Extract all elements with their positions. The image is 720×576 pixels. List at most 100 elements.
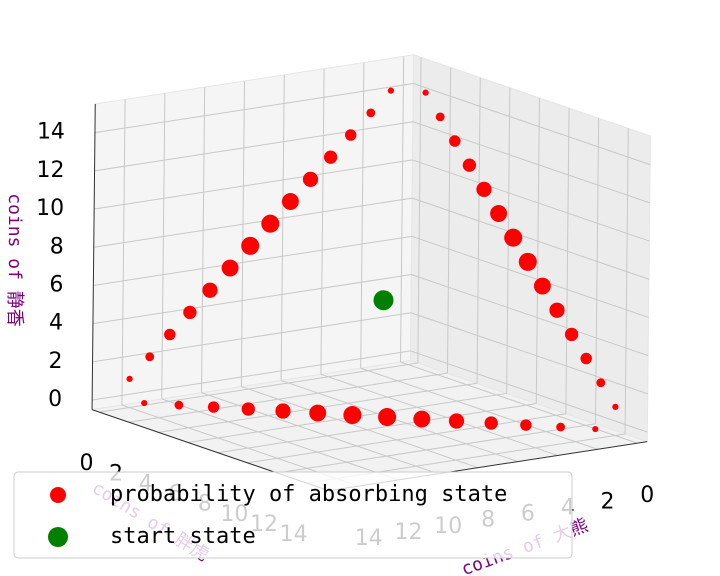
grid-line bbox=[161, 93, 166, 399]
grid-line bbox=[410, 350, 648, 433]
axis-line bbox=[91, 103, 96, 410]
z-tick-label: 6 bbox=[49, 272, 63, 297]
z-tick-label: 12 bbox=[37, 158, 65, 183]
grid-line bbox=[99, 362, 418, 413]
grid-line bbox=[92, 274, 412, 325]
point bbox=[580, 352, 592, 365]
grid-line bbox=[276, 423, 596, 474]
grid-line bbox=[94, 83, 414, 134]
grid-line bbox=[413, 83, 651, 166]
z-tick-label: 10 bbox=[36, 196, 64, 221]
grid-line bbox=[128, 372, 448, 423]
point bbox=[564, 327, 579, 342]
grid-line bbox=[360, 367, 598, 450]
grid-line bbox=[624, 128, 629, 435]
grid-line bbox=[201, 87, 206, 393]
point bbox=[612, 403, 619, 410]
grid-line bbox=[400, 56, 405, 363]
legend-marker bbox=[48, 527, 68, 547]
grid-line bbox=[247, 413, 566, 464]
grid-line bbox=[280, 379, 519, 463]
grid-line bbox=[93, 197, 413, 248]
legend-label: start state bbox=[110, 524, 256, 549]
point bbox=[174, 400, 184, 410]
point bbox=[533, 277, 551, 295]
legend-marker bbox=[50, 487, 66, 503]
z-tick-label: 2 bbox=[49, 349, 63, 374]
point bbox=[387, 87, 395, 94]
z-axis-label: coins of 静香 bbox=[4, 193, 25, 327]
point bbox=[221, 259, 239, 277]
point bbox=[207, 401, 220, 413]
grid-line bbox=[240, 80, 245, 387]
point bbox=[241, 402, 255, 416]
point bbox=[202, 282, 218, 298]
grid-line bbox=[476, 77, 481, 384]
grid-line bbox=[94, 121, 414, 172]
y-tick-label: 0 bbox=[79, 451, 93, 476]
grid-line bbox=[411, 197, 650, 280]
legend-box bbox=[13, 471, 573, 559]
point bbox=[343, 406, 362, 425]
point bbox=[462, 158, 477, 172]
legend: probability of absorbing state start sta… bbox=[13, 471, 573, 559]
pane bbox=[409, 54, 651, 443]
grid-line bbox=[412, 159, 650, 242]
grid-line bbox=[121, 99, 126, 406]
z-tick-label: 14 bbox=[37, 120, 65, 145]
point bbox=[366, 108, 376, 118]
z-tick-label: 0 bbox=[48, 387, 62, 412]
grid-line bbox=[411, 274, 649, 357]
grid-line bbox=[565, 108, 570, 414]
point bbox=[373, 290, 394, 311]
point bbox=[476, 181, 492, 197]
grid-line bbox=[201, 392, 439, 475]
point bbox=[504, 228, 523, 247]
point bbox=[164, 328, 176, 341]
point bbox=[520, 419, 532, 431]
grid-line bbox=[93, 235, 412, 286]
point bbox=[183, 305, 197, 320]
grid-line bbox=[410, 312, 648, 395]
point bbox=[596, 378, 606, 388]
legend-label: probability of absorbing state bbox=[110, 482, 507, 507]
point bbox=[448, 413, 465, 429]
point bbox=[378, 408, 397, 427]
grid-line bbox=[92, 350, 411, 401]
point bbox=[261, 214, 280, 233]
z-tick-label: 8 bbox=[50, 234, 64, 259]
grid-line bbox=[594, 118, 600, 424]
grid-line bbox=[94, 159, 413, 210]
point bbox=[275, 403, 291, 419]
grid-line bbox=[417, 57, 422, 364]
point bbox=[490, 205, 508, 222]
point bbox=[141, 399, 148, 407]
grid-line bbox=[320, 373, 558, 456]
grid-line bbox=[241, 386, 479, 469]
point bbox=[413, 410, 431, 428]
grid-line bbox=[320, 68, 325, 375]
grid-line bbox=[412, 121, 650, 204]
grid-line bbox=[92, 312, 412, 363]
point bbox=[556, 422, 565, 432]
grid-line bbox=[161, 398, 399, 481]
point bbox=[302, 171, 319, 187]
point bbox=[126, 375, 133, 382]
point bbox=[549, 302, 565, 318]
point bbox=[344, 129, 357, 141]
point bbox=[281, 193, 299, 210]
point bbox=[241, 236, 260, 255]
point bbox=[145, 352, 155, 362]
point bbox=[449, 135, 461, 147]
grid-line bbox=[446, 67, 452, 374]
point bbox=[309, 404, 327, 422]
point bbox=[592, 425, 599, 433]
x-tick-label: 2 bbox=[601, 489, 615, 514]
grid-line bbox=[360, 62, 365, 369]
grid-line bbox=[411, 235, 649, 318]
grid-line bbox=[217, 403, 537, 454]
point bbox=[422, 89, 429, 96]
grid-line bbox=[280, 74, 285, 381]
point bbox=[435, 112, 445, 122]
x-tick-label: 0 bbox=[640, 483, 654, 508]
